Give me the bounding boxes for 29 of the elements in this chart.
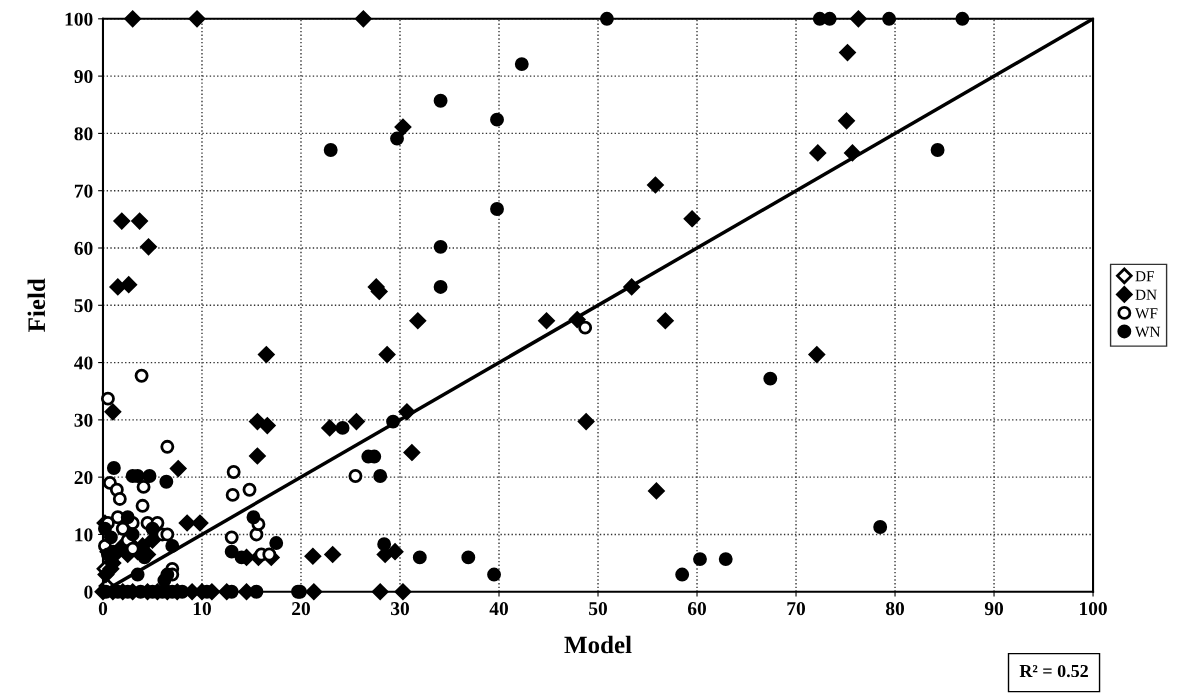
x-tick-label: 10 bbox=[193, 602, 211, 616]
legend-label: WN bbox=[1135, 326, 1161, 338]
legend-label: WF bbox=[1135, 308, 1158, 319]
x-tick-label: 90 bbox=[984, 602, 1004, 616]
legend-label: DN bbox=[1135, 289, 1157, 300]
x-tick-label: 20 bbox=[292, 602, 310, 616]
x-tick-label: 0 bbox=[98, 602, 108, 616]
x-tick-label: 60 bbox=[687, 602, 706, 616]
y-tick-label: 70 bbox=[74, 184, 93, 198]
y-tick-label: 50 bbox=[74, 299, 93, 313]
y-tick-label: 90 bbox=[74, 69, 93, 84]
y-tick-label: 20 bbox=[74, 470, 93, 485]
y-tick-label: 40 bbox=[74, 356, 93, 370]
x-axis-title: Model bbox=[564, 635, 632, 654]
x-tick-label: 30 bbox=[391, 602, 409, 616]
x-tick-label: 50 bbox=[589, 602, 607, 616]
y-axis-title: Field bbox=[27, 278, 46, 332]
y-tick-label: 60 bbox=[74, 241, 93, 255]
y-tick-label: 10 bbox=[75, 528, 93, 542]
x-tick-label: 70 bbox=[787, 602, 806, 616]
legend-label: DF bbox=[1135, 271, 1155, 282]
y-tick-label: 80 bbox=[74, 127, 93, 141]
x-tick-label: 100 bbox=[1080, 602, 1107, 616]
y-tick-label: 0 bbox=[84, 585, 93, 599]
x-tick-label: 40 bbox=[489, 602, 508, 616]
x-tick-label: 80 bbox=[885, 602, 905, 616]
text: R² = 0.52 bbox=[1019, 664, 1088, 678]
y-tick-label: 30 bbox=[74, 413, 93, 427]
y-tick-label: 100 bbox=[65, 12, 93, 26]
